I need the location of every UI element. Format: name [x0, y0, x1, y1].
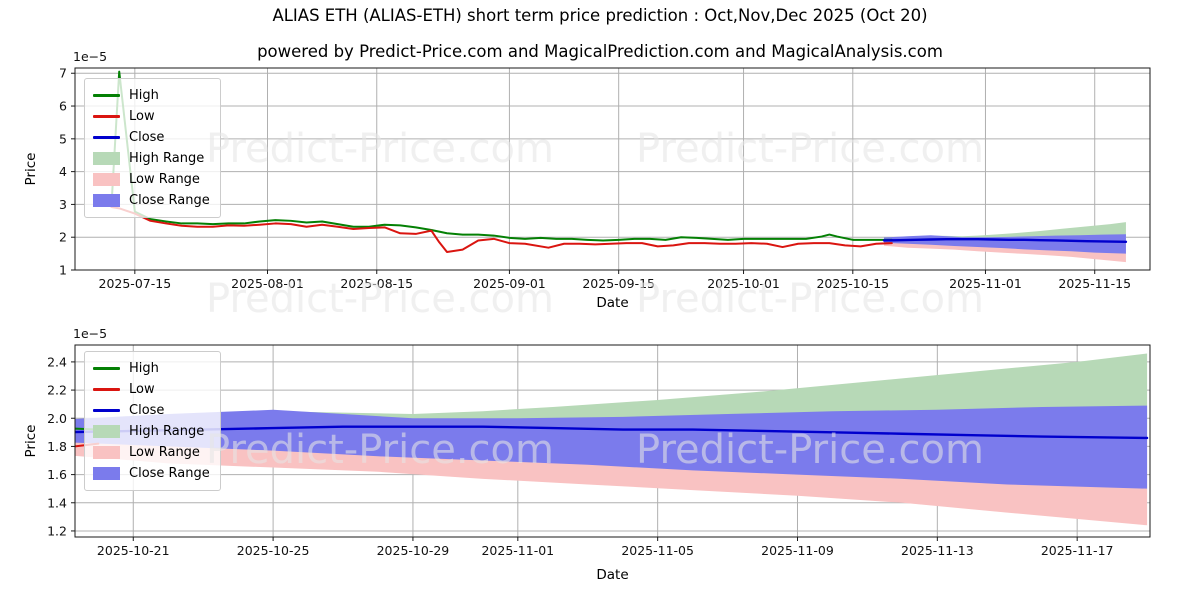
series-high-line: [110, 70, 893, 242]
legend-swatch-low-line-icon: [93, 388, 120, 391]
x-tick-label: 2025-11-05: [621, 543, 694, 558]
legend-swatch-high-line-icon: [93, 94, 120, 97]
legend-label: Low: [129, 109, 155, 124]
legend-item: Low Range: [93, 442, 210, 463]
y-tick-label: 1.2: [47, 523, 67, 538]
axis-scale-label: 1e−5: [73, 326, 107, 341]
legend-label: High: [129, 361, 159, 376]
axis-scale-label: 1e−5: [73, 49, 107, 64]
legend-swatch-high-line-icon: [93, 367, 120, 370]
x-tick-label: 2025-11-01: [481, 543, 554, 558]
x-tick-label: 2025-10-21: [97, 543, 170, 558]
y-tick-label: 2.4: [47, 354, 67, 369]
x-tick-label: 2025-09-15: [582, 276, 655, 291]
y-tick-label: 1.8: [47, 439, 67, 454]
legend-item: Close Range: [93, 190, 210, 211]
y-tick-label: 6: [59, 99, 67, 114]
y-tick-label: 5: [59, 131, 67, 146]
legend-label: Close Range: [129, 466, 210, 481]
figure-title: ALIAS ETH (ALIAS-ETH) short term price p…: [272, 6, 928, 25]
legend-item: Low: [93, 106, 210, 127]
y-tick-label: 1.6: [47, 467, 67, 482]
x-tick-label: 2025-10-15: [816, 276, 889, 291]
legend-swatch-close-line-icon: [93, 136, 120, 139]
legend-item: High Range: [93, 148, 210, 169]
x-axis-label-top: Date: [596, 295, 629, 311]
legend-item: Close: [93, 400, 210, 421]
plot-border: [74, 67, 1151, 271]
legend-swatch-low_range-patch-icon: [93, 173, 120, 186]
legend-item: Low: [93, 379, 210, 400]
y-tick-label: 4: [59, 164, 67, 179]
x-tick-label: 2025-10-25: [237, 543, 310, 558]
figure-subtitle: powered by Predict-Price.com and Magical…: [257, 42, 943, 61]
legend-swatch-close-line-icon: [93, 409, 120, 412]
x-tick-label: 2025-11-13: [901, 543, 974, 558]
legend-label: Low: [129, 382, 155, 397]
x-tick-label: 2025-10-29: [377, 543, 450, 558]
y-tick-label: 3: [59, 197, 67, 212]
x-tick-label: 2025-08-01: [231, 276, 304, 291]
legend-swatch-high_range-patch-icon: [93, 152, 120, 165]
legend-swatch-low-line-icon: [93, 115, 120, 118]
x-axis-label-bottom: Date: [596, 567, 629, 583]
y-axis-label-top: Price: [23, 152, 39, 186]
legend-label: High Range: [129, 424, 205, 439]
legend-label: High: [129, 88, 159, 103]
legend-label: Close: [129, 130, 165, 145]
legend-item: Close: [93, 127, 210, 148]
x-tick-label: 2025-07-15: [99, 276, 172, 291]
legend-label: Close Range: [129, 193, 210, 208]
y-tick-label: 1.4: [47, 495, 67, 510]
y-tick-label: 1: [59, 263, 67, 278]
y-axis-label-bottom: Price: [23, 424, 39, 458]
chart-prediction-zoom: 2025-10-21 2025-10-25 2025-10-29 2025-11-01…: [47, 326, 1151, 558]
x-tick-label: 2025-09-01: [473, 276, 546, 291]
legend-swatch-low_range-patch-icon: [93, 446, 120, 459]
y-tick-label: 2: [59, 230, 67, 245]
legend-label: High Range: [129, 151, 205, 166]
legend-item: High Range: [93, 421, 210, 442]
plot-border: [74, 344, 1151, 538]
series-low-line: [110, 206, 893, 253]
legend-label: Low Range: [129, 445, 200, 460]
y-tick-label: 7: [59, 66, 67, 81]
y-tick-label: 2.2: [47, 383, 67, 398]
legend-swatch-close_range-patch-icon: [93, 194, 120, 207]
x-tick-label: 2025-08-15: [340, 276, 413, 291]
series-close-line: [882, 237, 1128, 243]
legend-bottom: High Low Close High Range Low Range Close Ran…: [84, 351, 221, 491]
x-tick-label: 2025-11-01: [949, 276, 1022, 291]
x-tick-label: 2025-11-17: [1041, 543, 1114, 558]
x-tick-label: 2025-11-09: [761, 543, 834, 558]
legend-item: Low Range: [93, 169, 210, 190]
legend-item: Close Range: [93, 463, 210, 484]
y-tick-label: 2.0: [47, 411, 67, 426]
legend-label: Low Range: [129, 172, 200, 187]
legend-top: High Low Close High Range Low Range Close Ran…: [84, 78, 221, 218]
legend-item: High: [93, 85, 210, 106]
legend-swatch-high_range-patch-icon: [93, 425, 120, 438]
legend-swatch-close_range-patch-icon: [93, 467, 120, 480]
chart-price-history-and-prediction: 2025-07-15 2025-08-01 2025-08-15 2025-09-01…: [59, 49, 1151, 291]
legend-item: High: [93, 358, 210, 379]
x-tick-label: 2025-10-01: [707, 276, 780, 291]
legend-label: Close: [129, 403, 165, 418]
series-close-line: [75, 425, 1149, 440]
x-tick-label: 2025-11-15: [1058, 276, 1131, 291]
